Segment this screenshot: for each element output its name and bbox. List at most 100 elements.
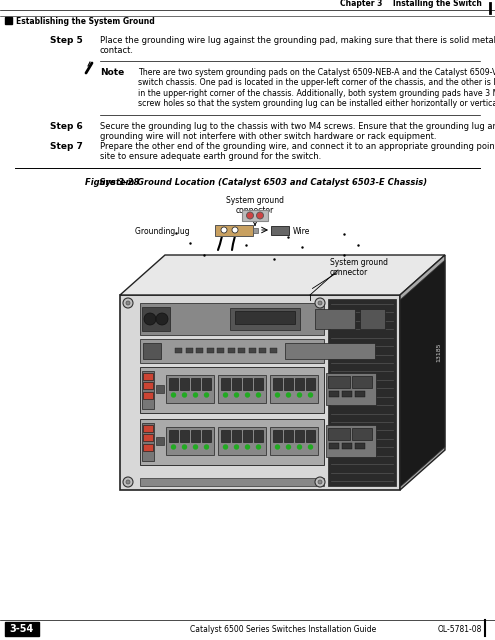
Bar [143, 425, 153, 432]
Text: Place the grounding wire lug against the grounding pad, making sure that there i: Place the grounding wire lug against the… [100, 36, 495, 56]
Bar [191, 430, 200, 442]
Circle shape [297, 393, 301, 397]
Bar [156, 385, 164, 393]
Bar [235, 311, 295, 324]
Bar [355, 443, 365, 449]
Text: Secure the grounding lug to the chassis with two M4 screws. Ensure that the grou: Secure the grounding lug to the chassis … [100, 122, 495, 141]
Bar [253, 228, 258, 233]
Bar [295, 430, 304, 442]
Bar [5, 622, 39, 636]
Bar [284, 378, 293, 390]
Bar [352, 376, 372, 388]
Circle shape [171, 445, 176, 449]
Bar [169, 378, 178, 390]
Bar [196, 348, 203, 353]
Bar [243, 430, 252, 442]
Bar [221, 430, 230, 442]
Bar [254, 430, 263, 442]
Text: Step 5: Step 5 [50, 36, 83, 45]
Circle shape [221, 227, 227, 233]
Circle shape [297, 445, 301, 449]
Bar [218, 427, 266, 455]
Bar [306, 378, 315, 390]
Bar [249, 348, 256, 353]
Polygon shape [400, 260, 445, 487]
Bar [143, 343, 161, 359]
Bar [271, 226, 289, 235]
Circle shape [315, 477, 325, 487]
Text: Catalyst 6500 Series Switches Installation Guide: Catalyst 6500 Series Switches Installati… [190, 625, 376, 634]
Circle shape [183, 445, 187, 449]
Bar [295, 378, 304, 390]
Bar [221, 378, 230, 390]
Circle shape [235, 393, 239, 397]
Circle shape [171, 393, 176, 397]
Circle shape [287, 445, 291, 449]
Bar [215, 225, 253, 236]
Text: Wire: Wire [293, 227, 310, 236]
Circle shape [224, 445, 228, 449]
Bar [259, 348, 266, 353]
Bar [329, 443, 339, 449]
Text: System Ground Location (Catalyst 6503 and Catalyst 6503-E Chassis): System Ground Location (Catalyst 6503 an… [85, 178, 427, 187]
Circle shape [256, 212, 263, 219]
Bar [238, 348, 246, 353]
Bar [329, 391, 339, 397]
Circle shape [315, 298, 325, 308]
Text: System ground
connector: System ground connector [226, 196, 284, 216]
Text: Establishing the System Ground: Establishing the System Ground [16, 17, 155, 26]
Bar [143, 444, 153, 451]
Bar [175, 348, 182, 353]
Bar [143, 382, 153, 389]
Polygon shape [400, 255, 445, 490]
Bar [328, 299, 396, 486]
Circle shape [246, 445, 249, 449]
Bar [352, 428, 372, 440]
Text: Step 7: Step 7 [50, 142, 83, 151]
Bar [342, 391, 352, 397]
Bar [202, 430, 211, 442]
Circle shape [194, 445, 198, 449]
Circle shape [256, 393, 260, 397]
Bar [230, 308, 300, 330]
Bar [232, 378, 241, 390]
Circle shape [308, 393, 312, 397]
Bar [355, 391, 365, 397]
Bar [142, 371, 154, 409]
Bar [166, 427, 214, 455]
Bar [142, 423, 154, 461]
Bar [5, 17, 12, 24]
Circle shape [126, 301, 130, 305]
Bar [140, 367, 324, 413]
Bar [273, 430, 282, 442]
Bar [270, 375, 318, 403]
Bar [228, 348, 235, 353]
Bar [142, 307, 170, 331]
Circle shape [123, 477, 133, 487]
Text: OL-5781-08: OL-5781-08 [438, 625, 482, 634]
Bar [140, 419, 324, 465]
Bar [315, 309, 355, 329]
Bar [186, 348, 193, 353]
Bar [285, 343, 375, 359]
Circle shape [247, 212, 253, 219]
Bar [191, 378, 200, 390]
Bar [140, 339, 324, 363]
Text: Note: Note [100, 68, 124, 77]
Bar [273, 378, 282, 390]
Circle shape [246, 393, 249, 397]
Bar [360, 309, 385, 329]
Bar [326, 425, 376, 457]
Bar [207, 348, 214, 353]
Circle shape [256, 445, 260, 449]
Circle shape [276, 393, 280, 397]
Bar [120, 295, 400, 490]
Circle shape [144, 313, 156, 325]
Circle shape [204, 393, 208, 397]
Bar [306, 430, 315, 442]
Circle shape [318, 301, 322, 305]
Bar [242, 210, 268, 221]
Bar [140, 478, 324, 486]
Circle shape [235, 445, 239, 449]
Bar [218, 375, 266, 403]
